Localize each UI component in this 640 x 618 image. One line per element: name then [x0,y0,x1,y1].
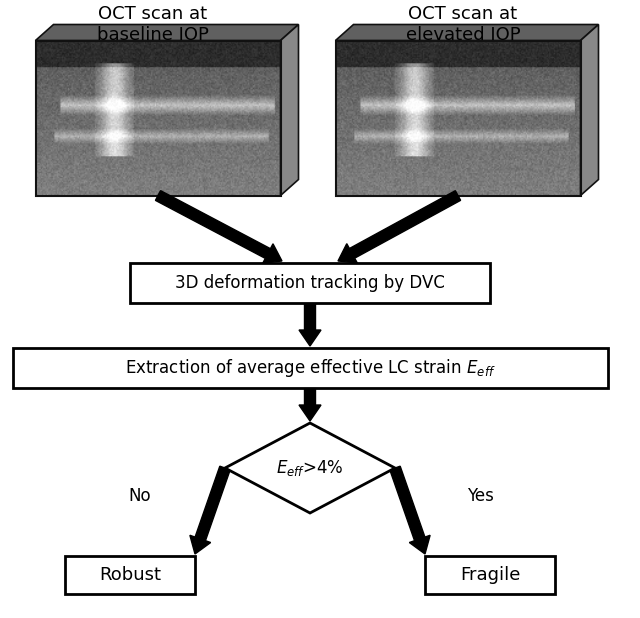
FancyArrow shape [156,190,282,263]
FancyBboxPatch shape [130,263,490,303]
FancyBboxPatch shape [65,556,195,594]
FancyArrow shape [190,466,230,554]
Text: Robust: Robust [99,566,161,584]
FancyArrow shape [390,466,430,554]
Bar [35,41,280,195]
Text: Fragile: Fragile [460,566,520,584]
Polygon shape [280,25,298,195]
Bar [335,41,580,195]
FancyBboxPatch shape [13,348,607,388]
Polygon shape [335,25,598,41]
FancyArrow shape [338,191,461,263]
Text: No: No [129,487,151,505]
FancyArrow shape [299,388,321,421]
Text: OCT scan at
elevated IOP: OCT scan at elevated IOP [406,5,520,44]
Text: 3D deformation tracking by DVC: 3D deformation tracking by DVC [175,274,445,292]
Text: $\mathit{E}_{eff}$>4%: $\mathit{E}_{eff}$>4% [276,458,344,478]
Text: Extraction of average effective LC strain $\mathit{E}_{eff}$: Extraction of average effective LC strai… [125,357,495,379]
FancyArrow shape [299,303,321,346]
Polygon shape [225,423,395,513]
Text: OCT scan at
baseline IOP: OCT scan at baseline IOP [97,5,209,44]
Text: Yes: Yes [467,487,493,505]
Polygon shape [580,25,598,195]
FancyBboxPatch shape [425,556,555,594]
Polygon shape [35,25,298,41]
